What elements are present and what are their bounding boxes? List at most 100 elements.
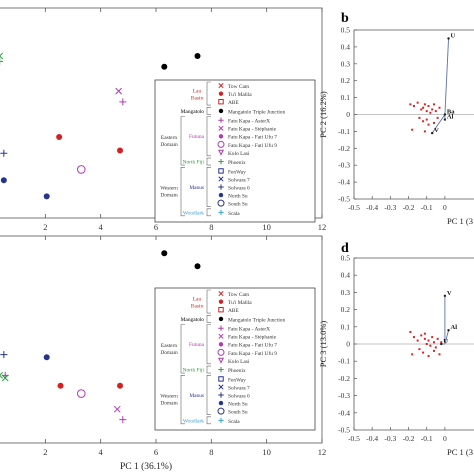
x-tick-label: -0.4 xyxy=(366,434,378,443)
data-point xyxy=(436,337,439,340)
data-point xyxy=(57,382,64,389)
data-point xyxy=(425,343,428,345)
legend-domain-bracket xyxy=(180,324,185,374)
y-tick-label: 0.5 xyxy=(341,254,351,263)
legend-group-label: Futuna xyxy=(189,134,205,140)
legend-marker-shape xyxy=(218,417,224,424)
x-tick-label: -0.1 xyxy=(421,203,433,212)
data-point xyxy=(425,118,428,121)
y-tick-label: -0.5 xyxy=(338,426,350,435)
legend-entry-label: Mangatolo Triple Junction xyxy=(228,317,286,323)
legend-domain-bracket xyxy=(180,375,185,425)
y-tick-label: -0.3 xyxy=(338,391,350,400)
x-tick-label: 2 xyxy=(43,447,47,457)
legend-marker-shape xyxy=(217,357,225,364)
legend-domain-label: Eastern xyxy=(161,343,177,349)
data-point xyxy=(117,147,124,154)
x-tick-label: 0 xyxy=(443,434,447,443)
legend-group-label: Basin xyxy=(191,96,204,102)
data-point xyxy=(429,344,432,347)
y-tick-label: 0 xyxy=(346,340,350,349)
data-point xyxy=(423,103,426,106)
data-point xyxy=(77,165,86,174)
x-tick-label: -0.5 xyxy=(348,203,360,212)
legend-marker-shape xyxy=(218,376,224,382)
data-point xyxy=(161,250,168,257)
legend-marker xyxy=(217,199,225,207)
data-point xyxy=(427,355,430,358)
legend-group-label: Mangatolo xyxy=(181,109,205,115)
data-point xyxy=(119,416,127,424)
legend-box xyxy=(154,79,316,223)
x-tick-label: -0.2 xyxy=(403,434,415,443)
legend-entry-label: Fatu Kapa - Fati Ufu 7 xyxy=(228,134,277,141)
panel-b: -0.5 -0.4 -0.3 -0.2 -0.1 0 -0.5 -0.4 -0.3 -0.2 -0.… xyxy=(318,26,474,226)
legend-marker xyxy=(218,392,224,398)
x-tick-label: 10 xyxy=(262,447,271,457)
data-point xyxy=(420,108,423,111)
y-tick-label: 0.2 xyxy=(341,305,351,314)
x-tick-label: 10 xyxy=(262,222,271,232)
data-point xyxy=(43,193,50,200)
legend-marker-shape xyxy=(218,325,224,331)
loading-vector xyxy=(444,330,449,345)
legend-marker xyxy=(217,357,225,364)
data-point xyxy=(161,63,168,70)
x-tick-label: 0 xyxy=(443,203,447,212)
data-point-shape xyxy=(119,98,127,106)
data-point-shape xyxy=(56,134,63,140)
data-point xyxy=(115,87,123,95)
data-point xyxy=(423,337,426,340)
legend-entry-label: FenWay xyxy=(228,169,246,175)
legend-bracket xyxy=(206,157,211,166)
data-point-shape xyxy=(194,53,201,59)
x-axis-label: PC 1 (3 xyxy=(447,216,473,226)
legend-marker xyxy=(218,342,224,347)
legend-marker xyxy=(218,108,224,114)
legend-group-label: Lau xyxy=(193,89,202,95)
y-tick-label: 0.4 xyxy=(341,42,351,51)
legend-marker-shape xyxy=(218,333,224,339)
legend-domain-label: Domain xyxy=(160,350,178,356)
legend-entry-label: Tow Cam xyxy=(228,84,250,90)
data-point-shape xyxy=(0,52,4,60)
legend-entry-label: Kulo Lasi xyxy=(228,151,250,157)
legend-marker xyxy=(218,376,224,382)
legend-marker-shape xyxy=(218,99,224,105)
x-tick-label: -0.5 xyxy=(348,434,360,443)
data-point xyxy=(433,341,435,344)
data-point-shape xyxy=(117,382,124,389)
data-point xyxy=(56,134,63,140)
data-point-shape xyxy=(161,250,168,257)
legend-group-label: North Fiji xyxy=(183,368,205,374)
y-tick-label: -0.4 xyxy=(338,178,350,187)
data-point xyxy=(119,98,127,106)
legend-marker-shape xyxy=(218,366,224,373)
legend-entry-label: ABE xyxy=(228,100,239,106)
legend-marker xyxy=(218,384,224,390)
legend-marker-shape xyxy=(218,158,224,165)
loading-vector-tip xyxy=(447,37,450,40)
legend-marker-shape xyxy=(218,125,224,131)
data-point xyxy=(194,53,201,59)
legend-entry-label: Phoenix xyxy=(228,368,246,374)
loading-vector-tip xyxy=(440,342,443,346)
legend-marker xyxy=(218,307,224,313)
x-axis-label: PC 1 (3 xyxy=(447,447,473,457)
legend-marker-shape xyxy=(218,117,224,123)
legend-box xyxy=(154,287,316,431)
legend-marker-shape xyxy=(218,108,224,114)
legend-entry-label: North Su xyxy=(228,401,248,407)
y-tick-label: -0.2 xyxy=(338,374,350,383)
x-tick-label: 12 xyxy=(318,222,327,232)
legend-bracket xyxy=(206,116,211,157)
legend-group-label: Lau xyxy=(193,297,202,303)
y-tick-label: 0.5 xyxy=(341,26,351,35)
data-point-shape xyxy=(117,147,124,154)
data-point xyxy=(1,374,9,382)
data-point xyxy=(416,339,419,342)
panel-d: -0.5 -0.4 -0.3 -0.2 -0.1 0 -0.5 -0.4 -0.3 -0.2 -0.… xyxy=(318,254,474,457)
data-point xyxy=(427,105,430,108)
data-point xyxy=(77,389,86,398)
